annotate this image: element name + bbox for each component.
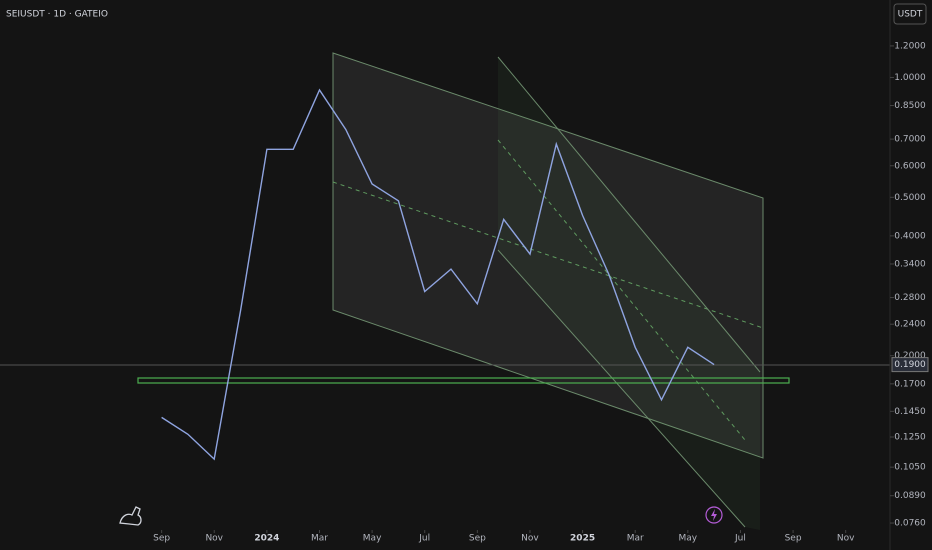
y-tick-label: 0.0760 <box>894 519 926 529</box>
y-tick-label: 0.0890 <box>894 491 926 501</box>
chart-title: SEIUSDT · 1D · GATEIO <box>6 10 108 20</box>
y-tick-label: 0.1700 <box>894 379 926 389</box>
y-tick-label: 0.5000 <box>894 193 926 203</box>
x-tick-label: Jul <box>418 534 430 544</box>
y-tick-label: 0.4000 <box>894 231 926 241</box>
support-zone <box>137 377 790 384</box>
last-price-tag <box>891 357 929 373</box>
x-tick-label: Nov <box>521 534 539 544</box>
x-tick-label: Sep <box>469 534 486 544</box>
x-tick-label: Mar <box>311 534 328 544</box>
y-tick-label: 0.8500 <box>894 101 926 111</box>
currency-label[interactable]: USDT <box>898 10 923 20</box>
y-tick-label: 1.0000 <box>894 73 926 83</box>
falling-channel-bottom <box>497 249 746 528</box>
x-tick-label: Sep <box>785 534 802 544</box>
falling-channel <box>498 57 760 530</box>
x-tick-label: May <box>679 534 698 544</box>
y-tick-label: 0.3400 <box>894 259 926 269</box>
x-tick-label: Jul <box>734 534 746 544</box>
x-tick-label: 2025 <box>570 534 595 544</box>
x-tick-label: May <box>363 534 382 544</box>
y-tick-label: 0.2800 <box>894 293 926 303</box>
x-tick-label: 2024 <box>254 534 279 544</box>
y-tick-label: 1.2000 <box>894 41 926 51</box>
y-tick-label: 0.2400 <box>894 320 926 330</box>
falling-channel-mid <box>497 139 746 441</box>
y-tick-label: 0.1250 <box>894 432 926 442</box>
x-tick-label: Mar <box>627 534 644 544</box>
currency-button[interactable] <box>893 3 927 25</box>
x-tick-label: Nov <box>205 534 223 544</box>
y-tick-label: 0.1050 <box>894 463 926 473</box>
falling-channel-top <box>497 56 761 373</box>
y-tick-label: 0.2000 <box>894 351 926 361</box>
price-line-series <box>161 88 715 461</box>
logo <box>119 506 142 526</box>
x-tick-label: Nov <box>837 534 855 544</box>
x-tick-label: Sep <box>153 534 170 544</box>
last-price-label: 0.1900 <box>894 360 926 370</box>
y-tick-label: 0.1450 <box>894 407 926 417</box>
alert-icon[interactable] <box>705 506 723 524</box>
y-tick-label: 0.7000 <box>894 135 926 145</box>
y-tick-label: 0.6000 <box>894 161 926 171</box>
channel-midline <box>332 181 764 329</box>
